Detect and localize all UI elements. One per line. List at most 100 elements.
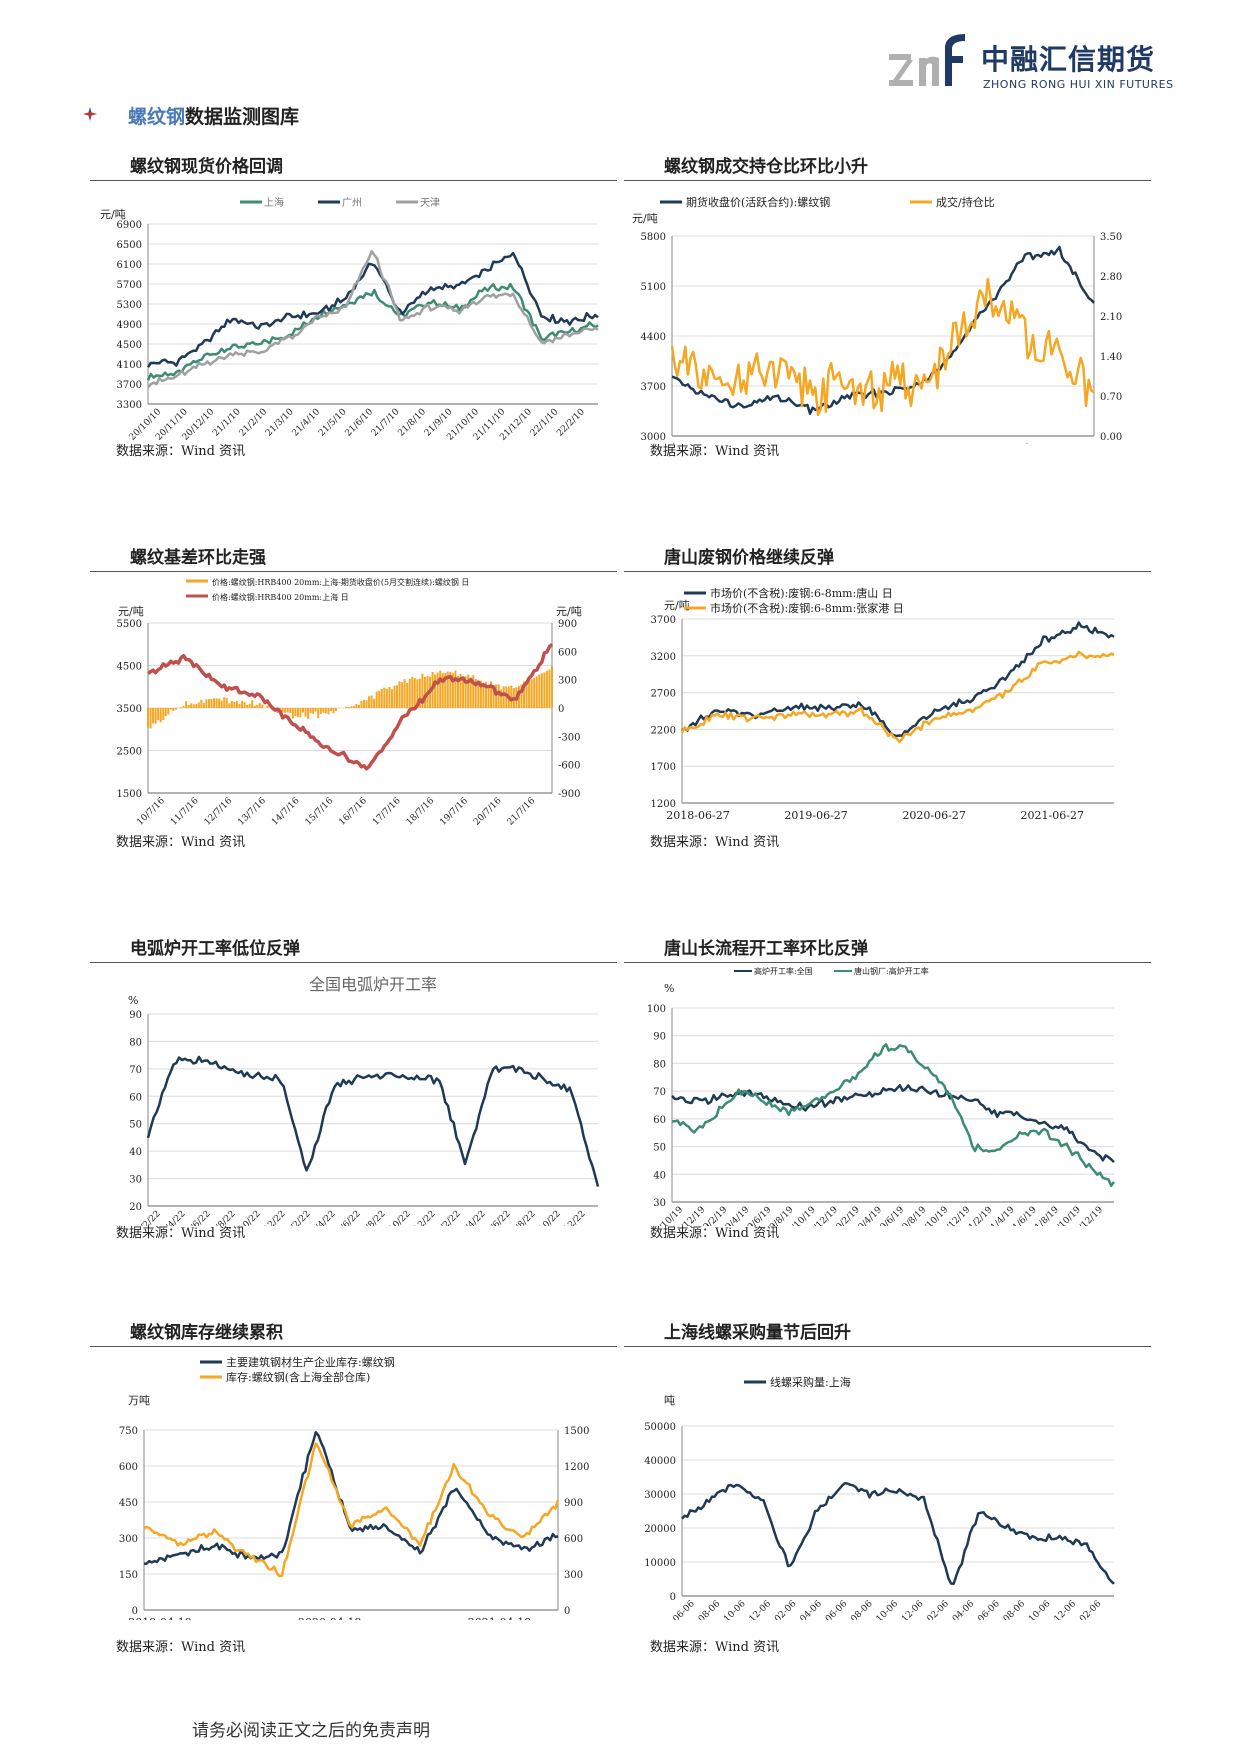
y-tick-label: 1200: [651, 799, 676, 810]
x-tick-label: 2020-06-27: [902, 809, 965, 822]
footer-disclaimer: 请务必阅读正文之后的免责声明: [192, 1721, 430, 1741]
series-line: [670, 277, 1095, 417]
y-tick-label: 30: [129, 1175, 142, 1186]
series-line: [146, 643, 554, 771]
y-tick-label: 3700: [641, 382, 666, 393]
y-tick-label: 600: [119, 1462, 138, 1473]
chart-plot: 元/吨 元/吨 价格:螺纹钢:HRB400 20mm:上海-期货收盘价(5月交割连续…: [117, 577, 582, 828]
y-tick-label: 750: [119, 1426, 138, 1437]
y-tick-label: 6900: [117, 220, 142, 231]
chart-block-volume-oi-ratio: 螺纹钢成交持仓比环比小升 数据来源：Wind 资讯 元/吨 期货收盘价(活跃合约):螺…: [624, 152, 1151, 512]
y-tick-label: 300: [119, 1534, 138, 1545]
y-tick-label: 70: [653, 1087, 666, 1098]
series-line: [143, 1431, 559, 1566]
series-line: [680, 650, 1115, 744]
y2-tick-label: -900: [558, 789, 580, 800]
y-tick-label: 50: [129, 1120, 142, 1131]
y2-tick-label: 900: [564, 1498, 583, 1509]
y-tick-label: 1700: [651, 762, 676, 773]
y2-tick-label: 1500: [564, 1426, 589, 1437]
x-tick-label: 2019-05-23: [656, 442, 719, 444]
y-tick-label: 70: [129, 1065, 142, 1076]
chart-title: 螺纹钢库存继续累积: [130, 1323, 283, 1343]
chart-source: 数据来源：Wind 资讯: [116, 835, 246, 850]
x-tick-label: 17/7/16: [371, 796, 403, 828]
y-tick-label: 40: [129, 1147, 142, 1158]
x-tick-label: 21/3/10: [264, 407, 296, 439]
legend-label: 上海: [264, 196, 284, 209]
logo-chinese-name: 中融汇信期货: [981, 43, 1156, 76]
y2-tick-label: 1200: [564, 1462, 589, 1473]
x-tick-label: 21/7/10: [370, 407, 402, 439]
chart-divider: [90, 1346, 617, 1347]
y2-tick-label: 2.80: [1100, 272, 1122, 283]
chart-plot: %全国电弧炉开工率203040506070809019/2/2219/4/221…: [128, 975, 600, 1226]
y-tick-label: 3700: [651, 615, 676, 626]
y-tick-label: 0: [670, 1592, 676, 1603]
y-tick-label: 60: [653, 1115, 666, 1126]
y-tick-label: 2200: [651, 725, 676, 736]
chart-title: 唐山废钢价格继续反弹: [664, 548, 834, 568]
y-tick-label: 5700: [117, 280, 142, 291]
y-axis-unit: 元/吨: [100, 208, 126, 221]
series-line: [143, 1442, 560, 1578]
legend-label: 市场价(不含税):废钢:6-8mm:张家港 日: [710, 601, 904, 615]
x-tick-label: 2019-04-19: [128, 1616, 191, 1620]
legend-label: 库存:螺纹钢(含上海全部仓库): [226, 1370, 370, 1384]
x-tick-label: 2021-04-19: [468, 1616, 531, 1620]
company-logo: 中融汇信期货 ZHONG RONG HUI XIN FUTURES: [885, 28, 1185, 98]
series-line: [146, 1055, 600, 1187]
y-tick-label: 50000: [644, 1422, 676, 1433]
x-tick-label: 2018-06-27: [666, 809, 729, 822]
x-tick-label: 20/7/16: [472, 796, 504, 828]
legend-label: 唐山钢厂:高炉开工率: [854, 966, 929, 976]
y-tick-label: 40: [653, 1170, 666, 1181]
x-tick-label: 2021-05-23: [1002, 442, 1065, 444]
y2-tick-label: 3.50: [1100, 232, 1122, 243]
y-axis-unit: 万吨: [128, 1394, 150, 1407]
y-tick-label: 5800: [641, 232, 666, 243]
y-tick-label: 4900: [117, 320, 142, 331]
y2-tick-label: 600: [558, 647, 577, 658]
x-tick-label: 22/2/10: [555, 407, 587, 439]
chart-plot: 元/吨 期货收盘价(活跃合约):螺纹钢 成交/持仓比 3000 3700 4400 5100…: [632, 195, 1122, 444]
y2-tick-label: 0.00: [1100, 432, 1122, 443]
y-tick-label: 1500: [117, 789, 142, 800]
x-tick-label: 2021-06-27: [1021, 809, 1084, 822]
chart-title: 上海线螺采购量节后回升: [664, 1323, 851, 1343]
series-line: [671, 1043, 1116, 1188]
series-line: [681, 1481, 1115, 1586]
x-tick-label: 2020-05-23: [829, 442, 892, 444]
x-tick-label: 19/7/16: [438, 796, 470, 828]
y2-tick-label: 0.70: [1100, 392, 1122, 403]
chart-source: 数据来源：Wind 资讯: [116, 444, 246, 459]
series-line: [146, 282, 599, 381]
chart-block-blast-furnace-rate: 唐山长流程开工率环比反弹 数据来源：Wind 资讯% 高炉开工率:全国 唐山钢厂:高炉…: [624, 934, 1151, 1294]
y-tick-label: 0: [132, 1606, 138, 1617]
chart-source: 数据来源：Wind 资讯: [650, 444, 780, 459]
chart-title: 螺纹钢成交持仓比环比小升: [664, 157, 868, 177]
legend-label: 价格:螺纹钢:HRB400 20mm:上海 日: [212, 592, 349, 602]
chart-title: 螺纹钢现货价格回调: [130, 157, 283, 177]
y-tick-label: 3300: [117, 400, 142, 411]
chart-source: 数据来源：Wind 资讯: [116, 1640, 246, 1655]
legend-label: 天津: [420, 197, 440, 209]
x-tick-label: 13/7/16: [236, 796, 268, 828]
x-tick-label: 16/7/16: [337, 796, 369, 828]
chart-plot: 元/吨 上海 广州 天津 3300 3700 4100 4500 4900 5300 5700 610…: [100, 196, 599, 443]
y2-tick-label: 1.40: [1100, 352, 1122, 363]
series-line: [671, 1084, 1115, 1163]
x-tick-label: 15/7/16: [304, 796, 336, 828]
legend-label: 成交/持仓比: [936, 195, 995, 209]
chart-divider: [624, 571, 1151, 572]
chart-plot: %高炉开工率:全国 唐山钢厂:高炉开工率3040506070809010018/1…: [647, 966, 1116, 1226]
logo-mark-icon: [889, 34, 965, 86]
y-tick-label: 60: [129, 1092, 142, 1103]
chart-divider: [90, 571, 617, 572]
chart-divider: [624, 180, 1151, 181]
x-tick-label: 11/7/16: [169, 796, 201, 828]
y-tick-label: 6100: [117, 260, 142, 271]
chart-block-basis: 螺纹基差环比走强 数据来源：Wind 资讯 元/吨 元/吨 价格:螺纹钢:HRB400 …: [90, 543, 617, 903]
x-tick-label: 21/6/10: [344, 407, 376, 439]
y-tick-label: 4400: [641, 332, 666, 343]
